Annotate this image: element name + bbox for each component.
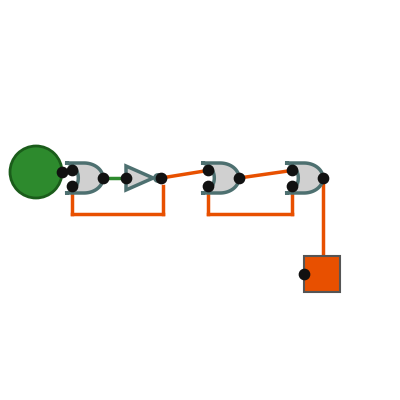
Point	[204, 167, 211, 174]
Polygon shape	[65, 163, 103, 193]
Point	[288, 167, 295, 174]
Point	[301, 271, 307, 277]
Point	[100, 175, 106, 181]
Point	[236, 175, 242, 181]
Point	[68, 182, 75, 189]
Point	[59, 169, 65, 175]
Circle shape	[155, 175, 161, 181]
Polygon shape	[285, 163, 323, 193]
Point	[204, 182, 211, 189]
Point	[320, 175, 326, 181]
Point	[68, 167, 75, 174]
Bar	[304, 256, 340, 292]
Point	[288, 182, 295, 189]
Circle shape	[10, 146, 62, 198]
Polygon shape	[126, 166, 153, 190]
Polygon shape	[201, 163, 239, 193]
Point	[123, 175, 129, 181]
Point	[158, 175, 164, 181]
